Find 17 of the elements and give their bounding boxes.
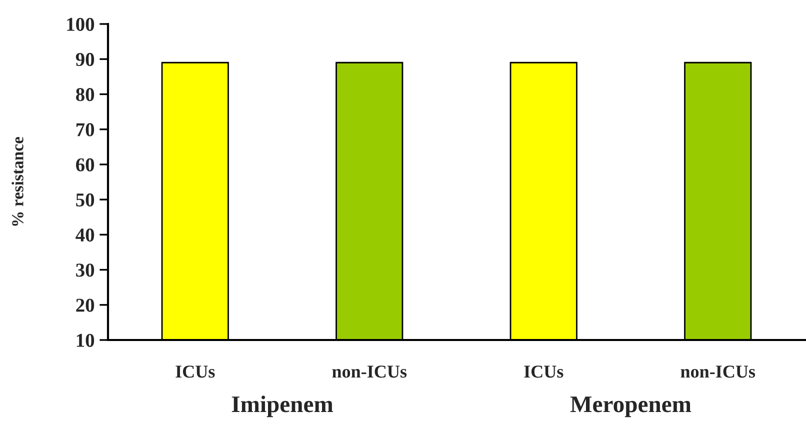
x-tick-label: ICUs [176, 366, 215, 378]
y-tick-label: 90 [76, 52, 94, 66]
x-tick-label: non-ICUs [680, 366, 756, 378]
y-tick-label: 20 [76, 298, 94, 312]
x-tick-label: non-ICUs [332, 366, 407, 378]
y-tick-label: 70 [76, 123, 94, 136]
x-tick-label: ICUs [524, 366, 564, 378]
y-tick-label: 30 [76, 264, 94, 277]
text: Meropenem [570, 396, 692, 418]
y-tick-label: 100 [67, 18, 94, 31]
y-tick-label: 40 [76, 228, 94, 242]
y-axis-title: % resistance [12, 136, 24, 226]
y-tick-label: 10 [76, 334, 94, 347]
y-tick-label: 50 [76, 193, 94, 206]
text: Imipenem [232, 396, 333, 418]
y-tick-label: 60 [76, 158, 94, 172]
y-tick-label: 80 [76, 88, 94, 102]
